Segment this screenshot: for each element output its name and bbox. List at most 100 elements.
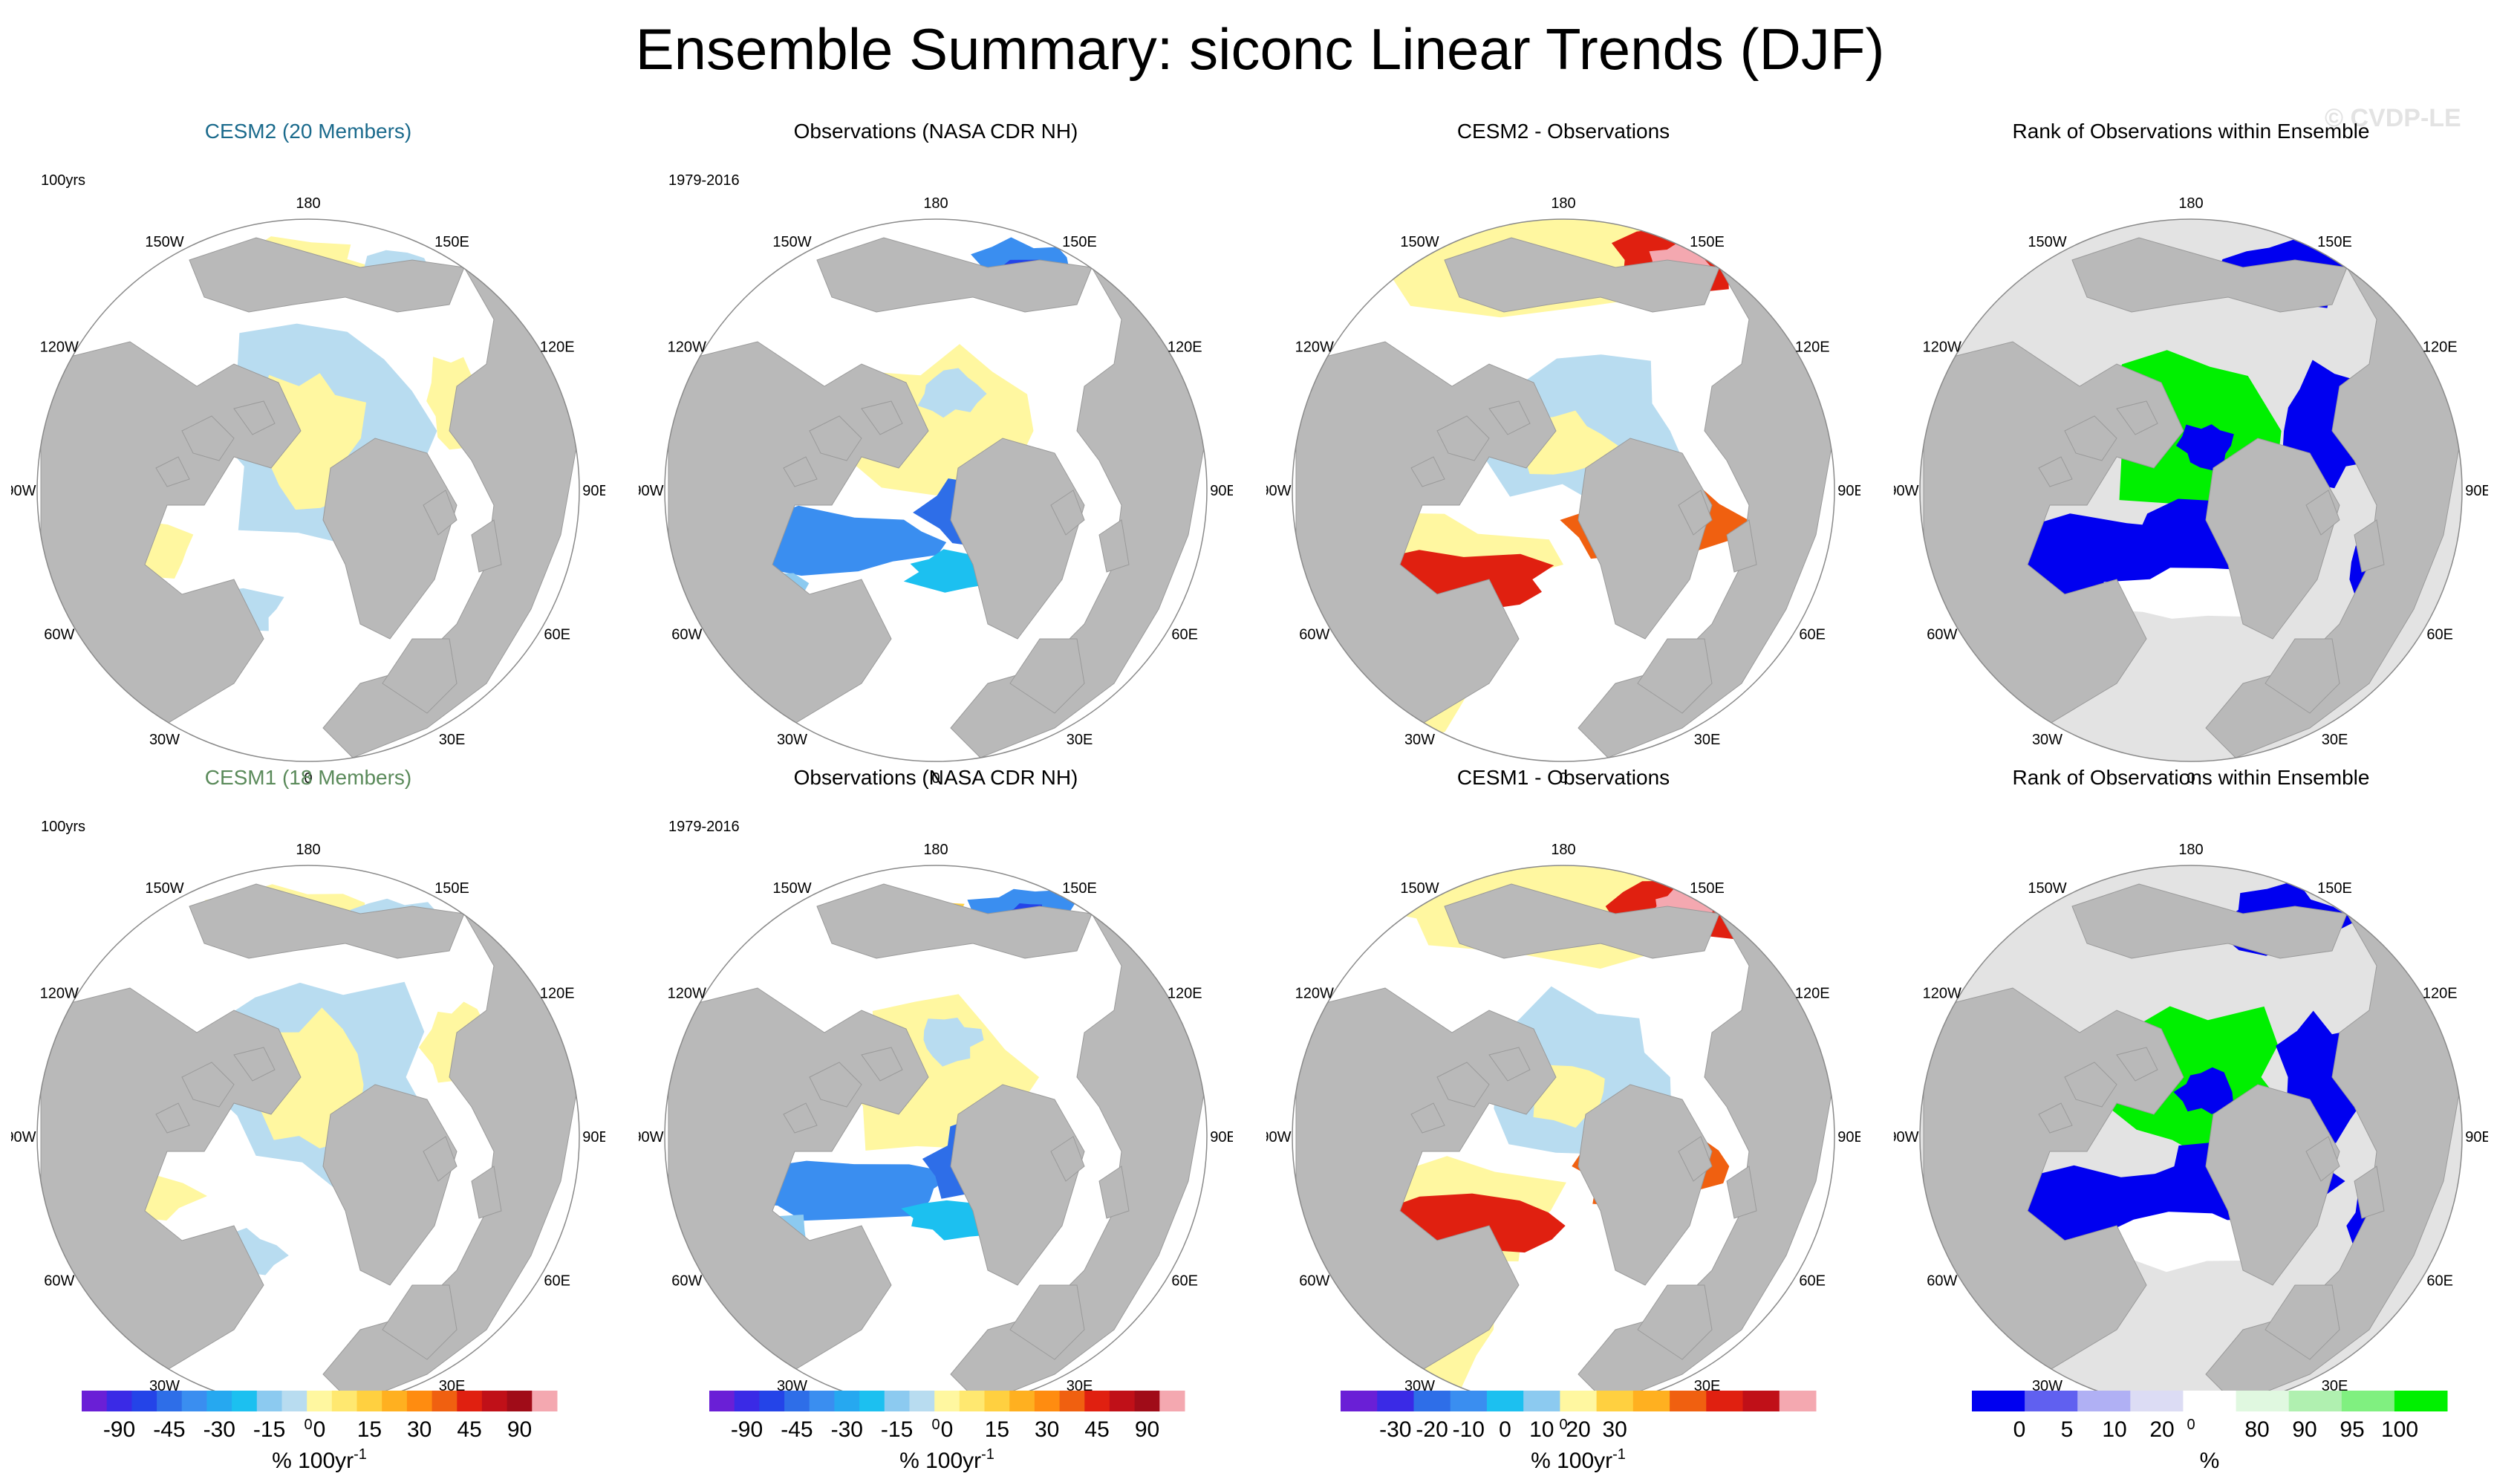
lon-label: 60E [1171, 1273, 1198, 1290]
land-mass [155, 1102, 190, 1134]
land-mass [816, 237, 1093, 313]
land-mass [1436, 1062, 1490, 1108]
lon-label: 0 [2187, 1417, 2195, 1433]
lon-label: 120E [1795, 339, 1830, 356]
colorbar-swatch [2077, 1391, 2131, 1411]
land-mass [233, 1047, 276, 1082]
land-mass [1410, 456, 1445, 487]
colorbar-swatch [1742, 1391, 1780, 1411]
colorbar-trend-cb-2: -90 -45 -30 -15 0 15 30 45 90 % 100yr-1 [709, 1391, 1185, 1473]
colorbar-tick-label: 30 [1035, 1417, 1059, 1442]
colorbar-swatch [382, 1391, 408, 1411]
lon-label: 30W [2032, 732, 2062, 748]
colorbar-swatch [1706, 1391, 1743, 1411]
colorbar-swatch [1486, 1391, 1524, 1411]
lon-label: 150W [772, 880, 811, 897]
lon-label: 150E [1062, 234, 1097, 250]
colorbar-tick-label: 20 [2149, 1417, 2174, 1442]
land-mass [1578, 1084, 1713, 1286]
colorbar-swatch [934, 1391, 960, 1411]
land-mass [2205, 898, 2462, 1405]
colorbar-swatch [331, 1391, 357, 1411]
period-label: 1979-2016 [668, 172, 740, 189]
land-mass [322, 898, 579, 1405]
land-mass [1444, 883, 1720, 959]
colorbar-tick-label: 80 [2244, 1417, 2269, 1442]
lon-label: 90W [639, 1129, 664, 1145]
land-mass [322, 438, 458, 640]
land-mass [2116, 400, 2158, 435]
panel-title: Observations (NASA CDR NH) [793, 120, 1078, 143]
lon-label: 60E [1799, 1273, 1826, 1290]
land-mass [1726, 1166, 1757, 1219]
land-mass [1009, 1284, 1085, 1360]
colorbar-swatch [1159, 1391, 1185, 1411]
colorbar-unit: % [2200, 1449, 2220, 1473]
land-mass [2071, 883, 2348, 959]
map-panel-cesm1-ensemble: CESM1 (18 Members) 180 150E 120E 90E 60E 30E 0 3… [11, 765, 605, 1434]
colorbar-swatch [1059, 1391, 1085, 1411]
land-mass [1050, 1136, 1085, 1182]
colorbar-tick-label: 90 [1135, 1417, 1159, 1442]
land-mass [2064, 1062, 2117, 1108]
lon-label: 120E [1168, 339, 1202, 356]
colorbar-swatch [759, 1391, 785, 1411]
land-mass [1637, 1284, 1713, 1360]
colorbar-swatch [1134, 1391, 1160, 1411]
lon-label: 60E [2426, 1273, 2453, 1290]
map-border [1292, 218, 1835, 762]
polar-map: 180 150E 120E 90E 60E 30E 0 30W 60W 90W 120W 150W [1894, 842, 2488, 1433]
lon-label: 0 [1559, 770, 1567, 787]
lon-label: 90E [1837, 483, 1860, 499]
land-mass [861, 400, 903, 435]
lon-label: 150W [1400, 880, 1439, 897]
colorbar-tick-label: 15 [357, 1417, 382, 1442]
colorbar-swatch [2341, 1391, 2395, 1411]
colorbar-tick-label: 10 [2102, 1417, 2126, 1442]
panel-title: CESM1 (18 Members) [204, 766, 412, 789]
watermark: © CVDP-LE [2325, 104, 2461, 132]
colorbar-tick-label: 0 [941, 1417, 954, 1442]
colorbar-tick-label: 90 [507, 1417, 532, 1442]
lon-label: 60W [44, 627, 74, 643]
land-mass [1098, 1166, 1130, 1219]
colorbar-tick-label: 90 [2292, 1417, 2316, 1442]
polar-map: 180 150E 120E 90E 60E 30E 0 30W 60W 90W 120W 150W [11, 842, 605, 1433]
map-panel-obs-2: Observations (NASA CDR NH) 180 150E 120E 90E… [639, 765, 1233, 1434]
land-mass [1578, 898, 1834, 1405]
colorbar-swatch [131, 1391, 157, 1411]
lon-label: 0 [304, 1417, 312, 1433]
land-mass [1637, 638, 1713, 714]
lon-label: 90W [1266, 1129, 1292, 1145]
panel-title: CESM2 - Observations [1456, 120, 1670, 143]
land-mass [950, 1084, 1085, 1286]
colorbar-swatch [959, 1391, 985, 1411]
colorbar-swatch [106, 1391, 132, 1411]
lon-label: 150E [2317, 880, 2352, 897]
land-mass [1444, 237, 1720, 313]
land-mass [1436, 415, 1490, 461]
lon-label: 150W [772, 234, 811, 250]
map-border [664, 218, 1208, 762]
land-mass [809, 1062, 862, 1108]
land-mass [2064, 415, 2117, 461]
land-mass [2354, 519, 2385, 573]
colorbar-swatch [181, 1391, 207, 1411]
colorbar-tick-label: 100 [2381, 1417, 2418, 1442]
lon-label: 0 [931, 770, 940, 787]
colorbar-swatch [909, 1391, 935, 1411]
land-mass [181, 415, 235, 461]
land-mass [2038, 456, 2073, 487]
panel-title: CESM2 (20 Members) [204, 120, 412, 143]
colorbar-tick-label: 30 [407, 1417, 432, 1442]
lon-label: 150W [2028, 234, 2066, 250]
colorbar-swatch [2236, 1391, 2290, 1411]
lon-label: 180 [296, 195, 320, 212]
period-label: 1979-2016 [668, 819, 740, 835]
colorbar-rank-cb: 0 5 10 20 80 90 95 100% [1972, 1391, 2448, 1473]
colorbar-swatch [1779, 1391, 1817, 1411]
lon-label: 0 [931, 1417, 940, 1433]
lon-label: 60E [2426, 627, 2453, 643]
lon-label: 150W [1400, 234, 1439, 250]
land-mass [809, 415, 862, 461]
